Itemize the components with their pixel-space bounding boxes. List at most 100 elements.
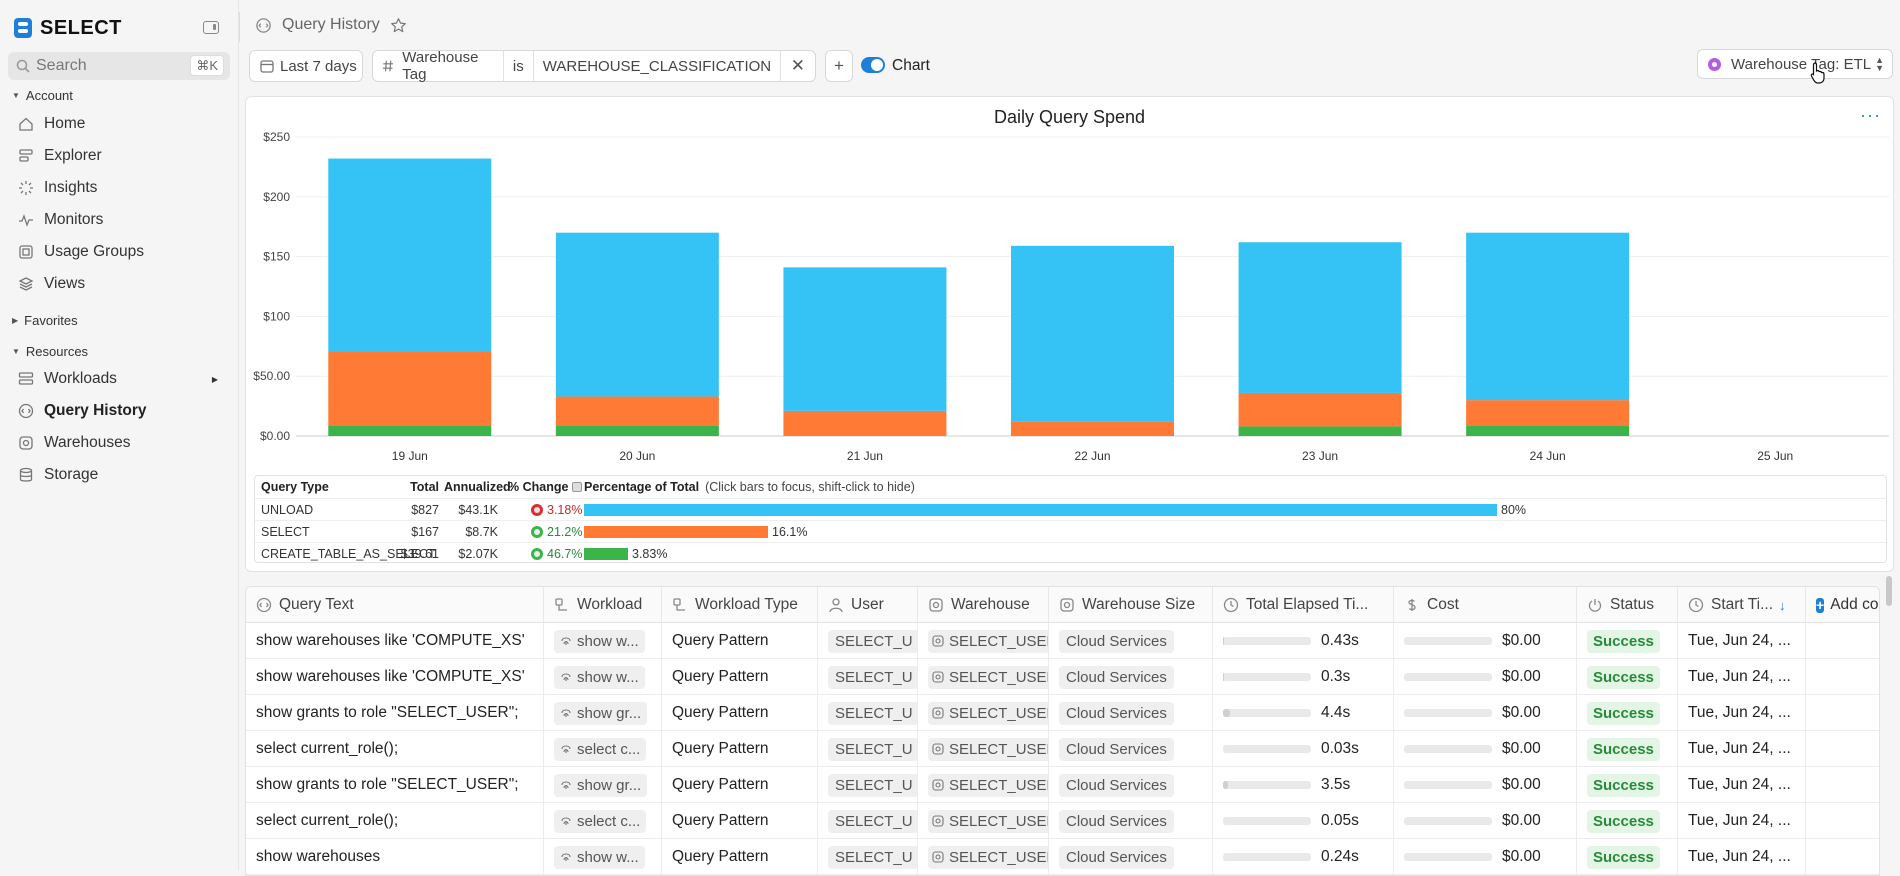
sidebar-item-storage[interactable]: Storage <box>18 462 228 488</box>
user-pill[interactable]: SELECT_U <box>828 737 917 761</box>
warehouse-pill[interactable]: SELECT_USER <box>928 629 1048 653</box>
user-pill[interactable]: SELECT_U <box>828 665 917 689</box>
workload-pill[interactable]: select c... <box>554 737 647 761</box>
warehouse-pill[interactable]: SELECT_USER <box>928 701 1048 725</box>
warehouse-tag-filter[interactable]: Warehouse Tag is WAREHOUSE_CLASSIFICATIO… <box>372 49 816 83</box>
column-header-warehouse[interactable]: Warehouse <box>918 587 1049 623</box>
section-account[interactable]: ▼ Account <box>12 88 73 103</box>
more-options-icon[interactable]: ··· <box>1860 105 1881 125</box>
bar-create_table_as_select-5[interactable] <box>1466 425 1630 436</box>
filter-value[interactable]: WAREHOUSE_CLASSIFICATION: etl <box>534 51 781 81</box>
workload-pill[interactable]: show gr... <box>554 701 648 725</box>
sidebar-item-explorer[interactable]: Explorer <box>18 143 228 169</box>
table-row[interactable]: select current_role(); select c... Query P… <box>246 731 1879 767</box>
filter-field-label: Warehouse Tag <box>402 49 479 83</box>
bar-create_table_as_select-1[interactable] <box>555 425 719 436</box>
remove-filter-close-icon[interactable]: ✕ <box>790 56 805 75</box>
search-input[interactable]: Search ⌘K <box>8 52 230 80</box>
warehouse-pill[interactable]: SELECT_USER <box>928 773 1048 797</box>
bar-unload-2[interactable] <box>783 267 947 411</box>
table-row[interactable]: show warehouses like 'COMPUTE_XS' show w.… <box>246 659 1879 695</box>
collapse-sidebar-icon[interactable] <box>203 21 219 34</box>
summary-pct-bar[interactable] <box>584 504 1497 516</box>
start-time: Tue, Jun 24, ... <box>1688 848 1791 865</box>
chart-toggle[interactable] <box>861 57 885 73</box>
table-row[interactable]: show grants to role "SELECT_USER"; show g… <box>246 767 1879 803</box>
column-header-add-col[interactable]: + Add col <box>1806 587 1879 623</box>
select-logo-icon <box>14 18 32 38</box>
bar-select-2[interactable] <box>783 410 947 436</box>
bar-unload-5[interactable] <box>1466 232 1630 401</box>
bar-unload-1[interactable] <box>555 232 719 397</box>
user-pill[interactable]: SELECT_U <box>828 701 917 725</box>
workload-pill[interactable]: show w... <box>554 665 645 689</box>
workload-pill[interactable]: show w... <box>554 629 645 653</box>
filter-operator[interactable]: is <box>504 51 534 81</box>
summary-pct-bar[interactable] <box>584 526 768 538</box>
workload-pill[interactable]: select c... <box>554 809 647 833</box>
warehouse-size-label: Cloud Services <box>1066 632 1167 650</box>
sidebar-item-warehouses[interactable]: Warehouses <box>18 430 228 456</box>
date-range-filter[interactable]: Last 7 days <box>249 50 363 82</box>
bar-create_table_as_select-0[interactable] <box>328 425 492 436</box>
table-row[interactable]: select current_role(); select c... Query P… <box>246 803 1879 839</box>
column-header-warehouse-size[interactable]: Warehouse Size <box>1049 587 1213 623</box>
summary-pct-bar[interactable] <box>584 548 628 560</box>
sort-desc-icon[interactable]: ↓ <box>1779 597 1786 613</box>
table-row[interactable]: show warehouses like 'COMPUTE_XS' show w.… <box>246 623 1879 659</box>
app-logo[interactable]: SELECT <box>14 14 122 42</box>
bar-create_table_as_select-4[interactable] <box>1238 426 1402 436</box>
table-row[interactable]: show grants to role "SELECT_USER"; show g… <box>246 695 1879 731</box>
scrollbar[interactable] <box>1886 576 1892 606</box>
summary-row-create_table_as_select[interactable]: CREATE_TABLE_AS_SELECT $39.61 $2.07K 46.7% 3… <box>255 542 1886 564</box>
expand-caret-icon[interactable]: ▶ <box>211 374 218 384</box>
column-header-status[interactable]: Status <box>1577 587 1678 623</box>
warehouse-pill[interactable]: SELECT_USER <box>928 665 1048 689</box>
user-pill[interactable]: SELECT_U <box>828 809 917 833</box>
bar-unload-0[interactable] <box>328 158 492 352</box>
column-header-query-text[interactable]: Query Text <box>246 587 544 623</box>
column-header-cost[interactable]: Cost <box>1394 587 1577 623</box>
bar-select-4[interactable] <box>1238 392 1402 427</box>
column-header-start-ti[interactable]: Start Ti... ↓ <box>1678 587 1806 623</box>
warehouse-tag-select[interactable]: Warehouse Tag: ETL ▲ ▼ <box>1697 49 1893 79</box>
section-favorites[interactable]: ▶ Favorites <box>12 313 78 328</box>
user-pill[interactable]: SELECT_U <box>828 629 917 653</box>
sidebar-item-usage-groups[interactable]: Usage Groups <box>18 239 228 265</box>
summary-row-unload[interactable]: UNLOAD $827 $43.1K 3.18% 80% <box>255 498 1886 520</box>
user-pill[interactable]: SELECT_U <box>828 845 917 869</box>
workload-pill[interactable]: show gr... <box>554 773 648 797</box>
column-header-user[interactable]: User <box>818 587 918 623</box>
bar-unload-3[interactable] <box>1011 245 1174 422</box>
cost-bar <box>1404 673 1492 681</box>
warehouse-pill[interactable]: SELECT_USER <box>928 809 1048 833</box>
column-header-workload[interactable]: Workload <box>544 587 662 623</box>
sidebar-item-monitors[interactable]: Monitors <box>18 207 228 233</box>
bar-select-0[interactable] <box>328 351 492 426</box>
filter-field[interactable]: Warehouse Tag <box>373 49 504 83</box>
bar-select-1[interactable] <box>555 396 719 426</box>
warehouse-pill[interactable]: SELECT_USER <box>928 737 1048 761</box>
column-header-total-elapsed-ti[interactable]: Total Elapsed Ti... <box>1213 587 1394 623</box>
add-filter-plus-icon[interactable]: + <box>825 50 853 82</box>
sidebar-item-home[interactable]: Home <box>18 111 228 137</box>
column-header-workload-type[interactable]: Workload Type <box>662 587 818 623</box>
user-pill[interactable]: SELECT_U <box>828 773 917 797</box>
sidebar-item-query-history[interactable]: Query History <box>18 398 228 424</box>
workload-pill[interactable]: show w... <box>554 845 645 869</box>
user-icon <box>829 598 843 613</box>
workload-icon <box>555 598 567 611</box>
summary-row-select[interactable]: SELECT $167 $8.7K 21.2% 16.1% <box>255 520 1886 542</box>
sidebar-item-views[interactable]: Views <box>18 271 228 297</box>
warehouse-pill[interactable]: SELECT_USER <box>928 845 1048 869</box>
section-resources[interactable]: ▼ Resources <box>12 344 88 359</box>
sidebar-item-insights[interactable]: Insights <box>18 175 228 201</box>
info-icon[interactable] <box>572 482 583 492</box>
elapsed-bar <box>1223 745 1311 753</box>
bar-select-5[interactable] <box>1466 400 1630 426</box>
sidebar-item-workloads[interactable]: Workloads ▶ <box>18 366 228 392</box>
bar-select-3[interactable] <box>1011 421 1174 436</box>
bar-unload-4[interactable] <box>1238 242 1402 393</box>
star-icon[interactable] <box>390 17 407 34</box>
start-time: Tue, Jun 24, ... <box>1688 776 1791 793</box>
